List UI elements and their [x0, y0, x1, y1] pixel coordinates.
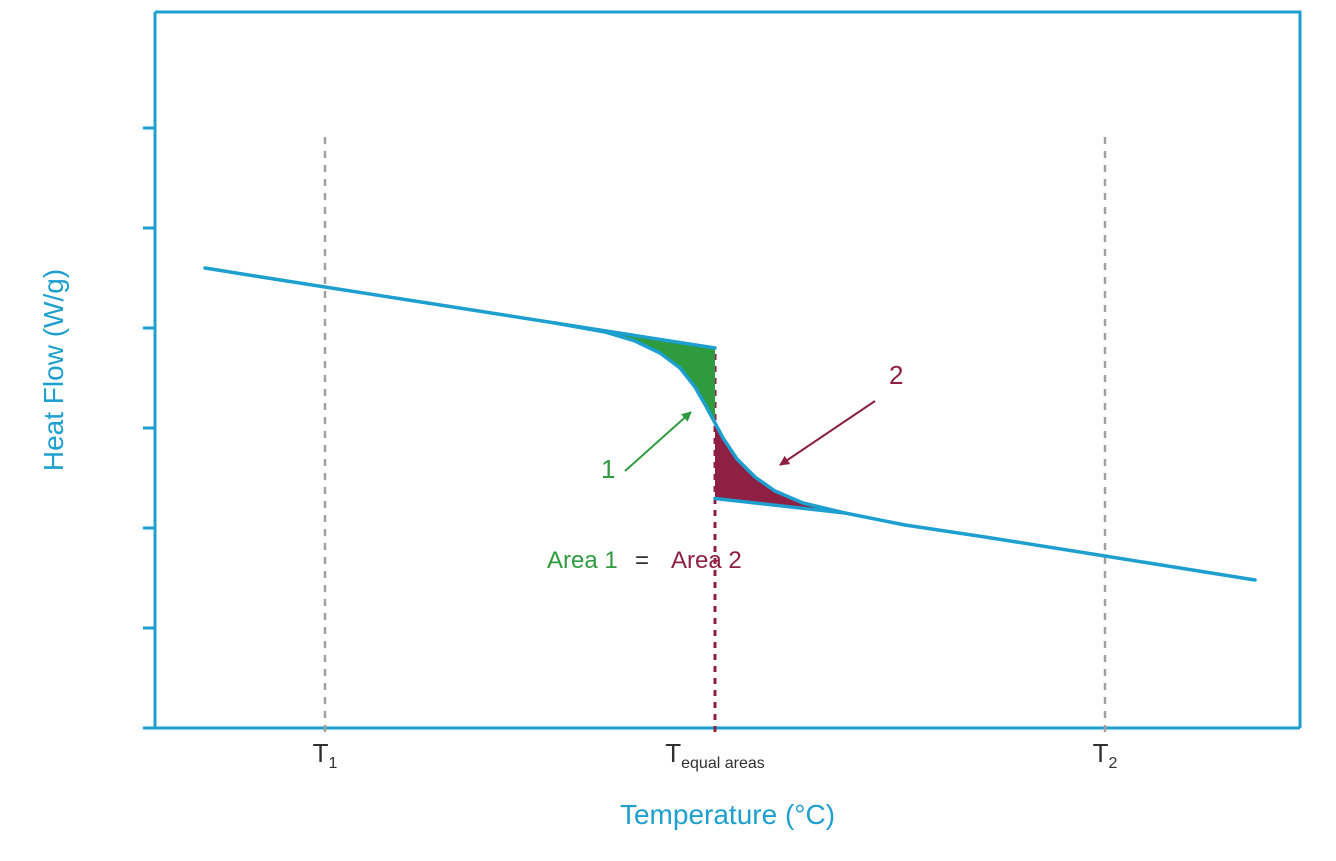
area-1: [555, 323, 715, 423]
y-axis-label: Heat Flow (W/g): [38, 269, 69, 471]
label-two: 2: [889, 360, 903, 390]
label-one: 1: [601, 454, 615, 484]
heat-flow-curve: [205, 268, 1255, 580]
x-tick-label-0: T1: [313, 738, 338, 772]
plot-frame-top-right: [155, 12, 1300, 728]
x-tick-label-2: T2: [1093, 738, 1118, 772]
label-eq_eq: =: [635, 547, 649, 574]
x-axis-label: Temperature (°C): [620, 799, 835, 830]
label-eq_a1: Area 1: [547, 547, 618, 574]
arrow-a2: [780, 401, 875, 465]
label-eq_a2: Area 2: [671, 547, 742, 574]
x-tick-label-1: Tequal areas: [665, 738, 765, 772]
chart-root: 1 2 Area 1 = Area 2 T1 Tequal areas T2 Tempera…: [38, 12, 1300, 830]
arrow-a1: [625, 412, 691, 471]
